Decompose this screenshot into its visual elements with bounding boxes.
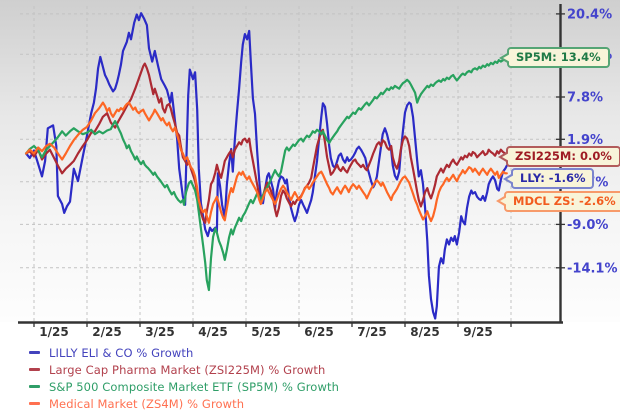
legend-item-sp5m: S&P 500 Composite Market ETF (SP5M) % Gr… (29, 378, 339, 395)
series-lines (25, 12, 508, 320)
x-tick-label: 6/25 (304, 325, 333, 339)
y-tick-label: -14.1% (567, 261, 618, 276)
legend-item-zsi225m: Large Cap Pharma Market (ZSI225M) % Grow… (29, 361, 339, 378)
y-tick-label: 1.9% (567, 133, 603, 148)
y-tick-label: 7.8% (567, 91, 603, 106)
callout-lly-text: LLY: -1.6% (520, 171, 586, 186)
series-line-zsi225m (25, 62, 508, 224)
series-line-zs4m (25, 101, 508, 224)
series-line-sp5m (25, 57, 508, 292)
legend-label-sp5m: S&P 500 Composite Market ETF (SP5M) % Gr… (49, 379, 339, 394)
x-tick-label: 4/25 (198, 325, 227, 339)
sp5m-line-swatch-icon (29, 385, 40, 388)
y-tick-label: -9.0% (567, 218, 608, 233)
x-tick-label: 9/25 (463, 325, 492, 339)
x-tick-label: 1/25 (39, 325, 68, 339)
callout-zsi225m-text: ZSI225M: 0.0% (515, 149, 612, 163)
callout-zsi225m: ZSI225M: 0.0% (506, 146, 620, 167)
legend-label-lly: LILLY ELI & CO % Growth (49, 345, 194, 360)
legend-label-zs4m: Medical Market (ZS4M) % Growth (49, 396, 245, 411)
zs4m-line-swatch-icon (29, 402, 40, 405)
zsi225m-line-swatch-icon (29, 368, 40, 371)
lly-line-swatch-icon (29, 351, 40, 354)
chart-legend: LILLY ELI & CO % Growth Large Cap Pharma… (29, 344, 339, 412)
callout-mdcl-zs-text: MDCL ZS: -2.6% (513, 193, 616, 208)
callout-mdcl-zs: MDCL ZS: -2.6% (504, 190, 620, 212)
x-tick-label: 8/25 (410, 325, 439, 339)
x-tick-label: 3/25 (145, 325, 174, 339)
legend-label-zsi225m: Large Cap Pharma Market (ZSI225M) % Grow… (49, 362, 326, 377)
legend-item-zs4m: Medical Market (ZS4M) % Growth (29, 395, 339, 412)
x-axis-labels: 1/25 2/25 3/25 4/25 5/25 6/25 7/25 8/25 9/25 (39, 325, 492, 339)
callout-sp5m-text: SP5M: 13.4% (516, 50, 601, 65)
y-tick-label: 20.4% (567, 7, 612, 22)
x-tick-label: 5/25 (251, 325, 280, 339)
legend-item-lly: LILLY ELI & CO % Growth (29, 344, 339, 361)
x-tick-label: 7/25 (357, 325, 386, 339)
callout-sp5m: SP5M: 13.4% (507, 47, 610, 69)
callout-lly: LLY: -1.6% (511, 168, 595, 190)
x-tick-label: 2/25 (92, 325, 121, 339)
